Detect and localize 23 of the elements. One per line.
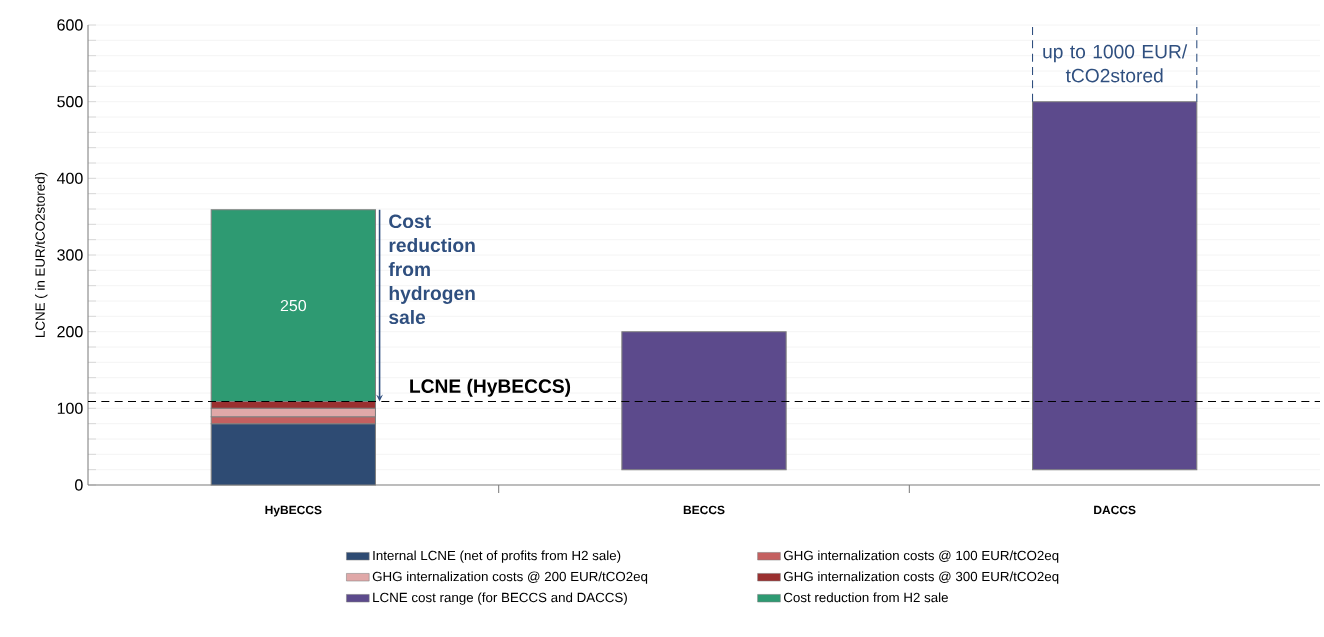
bar bbox=[1032, 101, 1198, 471]
y-tick-label: 100 bbox=[57, 402, 83, 414]
y-tick-label: 500 bbox=[57, 96, 83, 108]
legend-label: GHG internalization costs @ 300 EUR/tCO2eq bbox=[783, 571, 1059, 584]
annotation: Cost reduction from hydrogen sale bbox=[388, 214, 475, 325]
ref-line-label: LCNE (HyBECCS) bbox=[410, 378, 571, 397]
y-axis-title: LCNE ( in EUR/tCO2stored) bbox=[35, 172, 48, 337]
x-tick-label: HyBECCS bbox=[265, 505, 322, 517]
x-tick-label: DACCS bbox=[1094, 505, 1136, 515]
legend-label: GHG internalization costs @ 100 EUR/tCO2eq bbox=[783, 550, 1059, 563]
legend-label: GHG internalization costs @ 200 EUR/tCO2eq bbox=[372, 571, 648, 584]
y-tick-label: 300 bbox=[57, 249, 83, 261]
legend-label: Cost reduction from H2 sale bbox=[783, 592, 948, 603]
y-tick-label: 200 bbox=[57, 326, 83, 338]
bar bbox=[621, 331, 787, 471]
y-tick-label: 400 bbox=[56, 172, 83, 184]
annotation: up to 1000 EUR/ tCO2stored bbox=[1043, 44, 1188, 83]
y-tick-label: 600 bbox=[57, 19, 83, 31]
legend-label: Internal LCNE (net of profits from H2 sale) bbox=[373, 550, 621, 563]
x-tick-label: BECCS bbox=[683, 505, 725, 515]
data-label: 250 bbox=[280, 299, 307, 312]
y-tick-label: 0 bbox=[75, 479, 83, 491]
legend-label: LCNE cost range (for BECCS and DACCS) bbox=[373, 592, 627, 605]
